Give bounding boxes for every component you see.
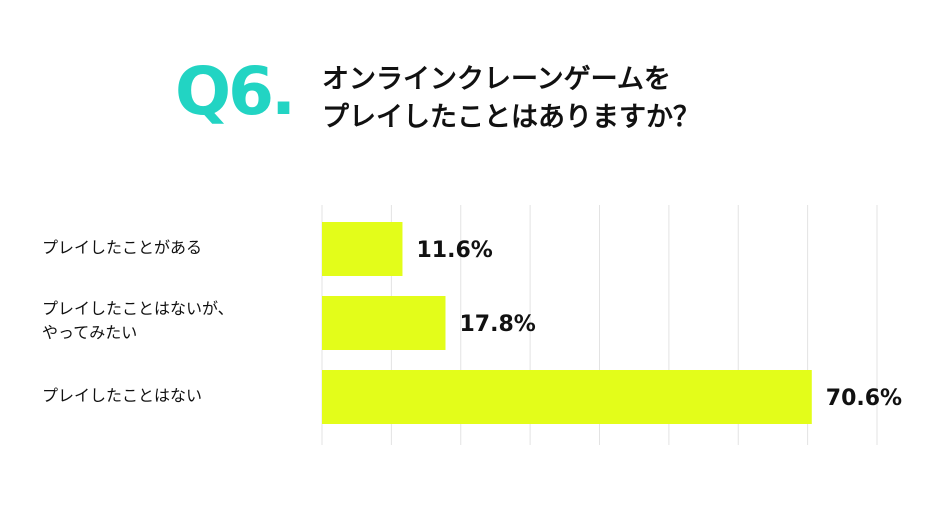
question-number: Q6. <box>175 53 296 130</box>
bar <box>322 296 446 350</box>
question-title-line-2: プレイしたことはありますか？ <box>322 102 700 133</box>
category-label-line: プレイしたことはない <box>42 386 203 405</box>
category-label-played: プレイしたことがある <box>42 236 202 260</box>
category-label-never-played: プレイしたことはない <box>42 384 202 408</box>
bar <box>322 222 403 276</box>
value-label: 11.6% <box>416 238 492 263</box>
category-label-want-to-play: プレイしたことはないが、 やってみたい <box>42 297 234 345</box>
question-title-line-1: オンラインクレーンゲームを <box>322 64 671 95</box>
bar <box>322 370 812 424</box>
category-label-line: プレイしたことがある <box>42 238 203 257</box>
value-label: 70.6% <box>826 386 902 411</box>
question-title: オンラインクレーンゲームを プレイしたことはありますか？ <box>322 61 700 137</box>
category-label-line: やってみたい <box>42 323 138 342</box>
value-label: 17.8% <box>459 312 535 337</box>
category-label-line: プレイしたことはないが、 <box>42 299 234 318</box>
